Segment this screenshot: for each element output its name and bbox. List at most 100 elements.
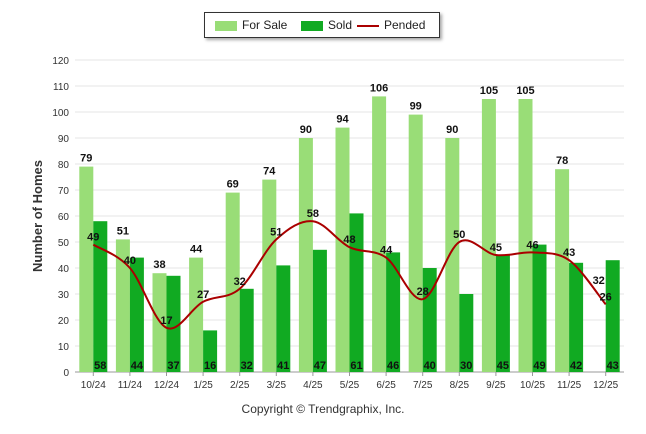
label-sold-0: 58: [94, 360, 106, 372]
legend-label-pended: Pended: [384, 18, 426, 32]
label-for-sale-12: 105: [516, 85, 534, 97]
bar-sold-10: [459, 294, 474, 372]
bar-for-sale-10: [445, 138, 460, 372]
label-for-sale-4: 69: [227, 179, 239, 191]
y-axis-title: Number of Homes: [30, 160, 45, 272]
bar-sold-2: [166, 275, 181, 372]
legend-item-pended: Pended: [357, 18, 425, 32]
bar-for-sale-7: [335, 127, 350, 372]
label-for-sale-10: 90: [446, 124, 458, 136]
x-tick-label-3: 1/25: [193, 380, 213, 391]
label-sold-8: 46: [387, 360, 399, 372]
y-tick-label-50: 50: [58, 238, 70, 249]
bar-for-sale-0: [79, 166, 94, 372]
bar-sold-4: [239, 288, 254, 372]
label-sold-5: 41: [277, 360, 289, 372]
label-for-sale-9: 99: [410, 101, 422, 113]
bar-for-sale-13: [555, 169, 570, 372]
label-pended-2: 17: [160, 315, 172, 327]
bar-sold-13: [569, 262, 584, 372]
x-tick-label-13: 11/25: [557, 380, 582, 391]
legend-line-pended: [357, 24, 379, 27]
bar-sold-9: [422, 268, 437, 372]
label-for-sale-6: 90: [300, 124, 312, 136]
label-for-sale-0: 79: [80, 153, 92, 165]
bar-sold-8: [386, 252, 401, 372]
label-sold-10: 30: [460, 360, 472, 372]
label-for-sale-11: 105: [480, 85, 498, 97]
x-tick-label-1: 11/24: [118, 380, 143, 391]
label-sold-9: 40: [424, 360, 436, 372]
bar-sold-0: [93, 221, 108, 372]
y-tick-label-90: 90: [58, 134, 70, 145]
label-sold-12: 49: [533, 360, 545, 372]
legend-label-for-sale: For Sale: [242, 18, 288, 32]
bar-sold-7: [349, 213, 364, 372]
label-pended-13: 43: [563, 247, 575, 259]
label-for-sale-3: 44: [190, 244, 203, 256]
label-pended-4: 32: [234, 276, 246, 288]
label-sold-1: 44: [131, 360, 144, 372]
label-sold-7: 61: [350, 360, 362, 372]
y-tick-label-110: 110: [53, 82, 69, 93]
label-pended-1: 40: [124, 255, 136, 267]
label-sold-11: 45: [497, 360, 509, 372]
label-pended-7: 48: [343, 234, 355, 246]
x-tick-label-10: 8/25: [450, 380, 470, 391]
x-tick-label-7: 5/25: [340, 380, 360, 391]
line-pended: [92, 220, 607, 330]
y-tick-label-40: 40: [58, 264, 70, 275]
y-tick-label-70: 70: [58, 186, 70, 197]
x-tick-label-2: 12/24: [154, 380, 179, 391]
legend-item-sold: Sold: [301, 18, 352, 32]
x-tick-label-0: 10/24: [81, 380, 106, 391]
label-sold-3: 16: [204, 360, 216, 372]
y-tick-label-100: 100: [52, 108, 69, 119]
label-for-sale-8: 106: [370, 82, 388, 94]
label-for-sale-5: 74: [263, 166, 276, 178]
bar-for-sale-1: [115, 239, 130, 372]
label-pended-9: 28: [417, 286, 429, 298]
label-sold-2: 37: [167, 360, 179, 372]
x-tick-label-5: 3/25: [267, 380, 287, 391]
bar-for-sale-9: [408, 114, 423, 372]
label-for-sale-1: 51: [117, 225, 129, 237]
x-tick-label-14: 12/25: [593, 380, 618, 391]
bar-sold-1: [129, 257, 144, 372]
bar-for-sale-8: [372, 96, 387, 373]
legend-item-for-sale: For Sale: [215, 18, 287, 32]
label-pended-11: 45: [490, 242, 502, 254]
legend-label-sold: Sold: [328, 18, 353, 32]
bar-for-sale-11: [481, 99, 496, 372]
bar-for-sale-6: [298, 138, 313, 372]
y-tick-label-30: 30: [58, 290, 70, 301]
bar-sold-3: [203, 330, 218, 372]
label-pended-8: 44: [380, 245, 393, 257]
label-for-sale-14: 32: [593, 275, 605, 287]
y-tick-label-60: 60: [58, 212, 70, 223]
label-sold-6: 47: [314, 360, 326, 372]
x-tick-label-4: 2/25: [230, 380, 250, 391]
legend-swatch-for-sale: [215, 20, 237, 31]
legend: For Sale Sold Pended: [204, 12, 440, 38]
label-pended-3: 27: [197, 289, 209, 301]
legend-swatch-sold: [301, 20, 323, 31]
x-tick-label-9: 7/25: [413, 380, 433, 391]
x-tick-label-6: 4/25: [303, 380, 323, 391]
bar-sold-11: [495, 255, 510, 372]
bar-for-sale-4: [225, 192, 240, 372]
label-sold-14: 43: [607, 360, 619, 372]
bar-for-sale-5: [262, 179, 277, 372]
bar-sold-14: [605, 260, 620, 372]
y-tick-label-120: 120: [52, 56, 69, 67]
bar-sold-12: [532, 244, 547, 372]
x-tick-label-12: 10/25: [520, 380, 545, 391]
y-tick-label-80: 80: [58, 160, 70, 171]
label-pended-6: 58: [307, 208, 319, 220]
bar-for-sale-12: [518, 99, 533, 372]
label-sold-4: 32: [241, 360, 253, 372]
y-tick-label-0: 0: [63, 368, 69, 379]
bar-sold-6: [312, 249, 327, 372]
label-for-sale-13: 78: [556, 155, 568, 167]
